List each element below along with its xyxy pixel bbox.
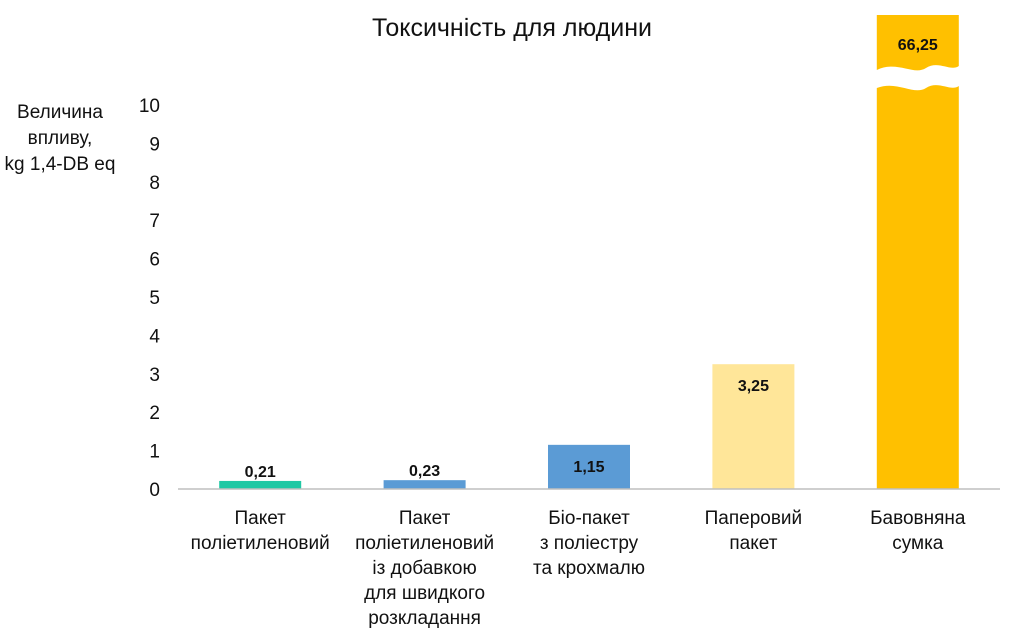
x-tick-label: Пакет поліетиленовий — [190, 508, 330, 554]
y-tick-label: 6 — [149, 250, 160, 271]
x-tick-label: Бавовняна сумка — [870, 508, 966, 554]
y-tick-label: 8 — [149, 173, 160, 194]
y-tick-label: 9 — [149, 134, 160, 155]
y-tick-label: 3 — [149, 365, 160, 386]
bar — [876, 85, 959, 489]
y-tick-label: 10 — [139, 96, 160, 117]
y-axis-ticks: 0 1 2 3 4 5 6 7 8 9 10 — [139, 96, 161, 501]
y-tick-label: 5 — [149, 288, 160, 309]
data-labels: 0,21 0,23 1,15 3,25 66,25 — [245, 37, 938, 481]
bar — [712, 364, 795, 489]
data-label: 1,15 — [573, 459, 604, 476]
data-label: 0,23 — [409, 463, 440, 480]
data-label: 3,25 — [738, 378, 769, 395]
x-tick-label: Паперовий пакет — [704, 508, 803, 554]
y-axis-label: Величина впливу, kg 1,4-DB eq — [4, 102, 116, 175]
y-tick-label: 0 — [149, 480, 160, 501]
bar — [383, 480, 466, 489]
bar — [548, 444, 630, 489]
chart-title: Токсичність для людини — [372, 14, 652, 42]
y-tick-label: 1 — [149, 442, 160, 463]
y-tick-label: 2 — [149, 403, 160, 424]
bars — [219, 15, 959, 489]
x-tick-label: Пакет поліетиленовий із добавкою для шви… — [355, 508, 495, 629]
bar-upper-segment — [876, 15, 959, 71]
x-tick-label: Біо-пакет з поліестру та крохмалю — [532, 508, 646, 579]
y-tick-label: 7 — [149, 211, 160, 232]
y-tick-label: 4 — [149, 326, 160, 347]
x-axis-labels: Пакет поліетиленовий Пакет поліетиленовий… — [0, 506, 1024, 641]
data-label: 66,25 — [898, 37, 938, 54]
bar — [219, 480, 302, 489]
data-label: 0,21 — [245, 464, 276, 481]
